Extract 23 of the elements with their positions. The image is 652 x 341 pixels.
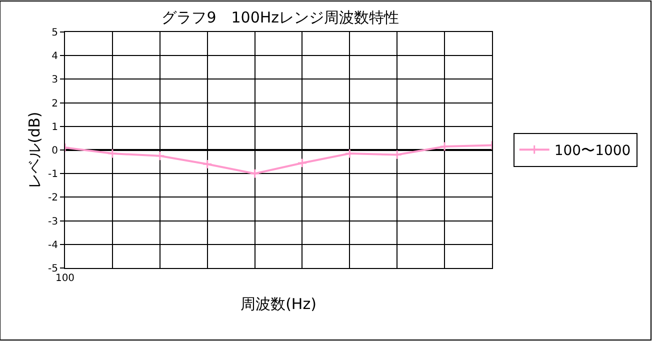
point	[107, 148, 118, 158]
y-tick-label: 4	[52, 51, 58, 62]
y-tick-label: 0	[52, 146, 58, 156]
point	[250, 168, 260, 179]
y-tick-label: 2	[52, 98, 58, 110]
y-tick-label: 3	[52, 74, 58, 86]
y-tick-label: -4	[48, 240, 58, 251]
legend-label: 100〜1000	[554, 143, 631, 160]
y-tick-label: -5	[48, 264, 58, 274]
point	[154, 150, 165, 161]
y-tick-label: 5	[52, 28, 58, 38]
chart-title: グラフ9 100Hzレンジ周波数特性	[162, 8, 400, 26]
y-axis-title: レベル(dB)	[25, 112, 44, 188]
y-tick-label: -2	[48, 192, 58, 204]
x-tick-label: 100	[55, 273, 75, 284]
y-tick-label: 1	[52, 122, 58, 133]
y-tick-label: -3	[48, 216, 58, 228]
point	[440, 142, 450, 152]
point	[297, 158, 308, 168]
y-tick-label: -1	[48, 169, 58, 180]
point	[344, 148, 355, 158]
point	[202, 159, 212, 170]
x-axis-title: 周波数(Hz)	[240, 295, 316, 313]
